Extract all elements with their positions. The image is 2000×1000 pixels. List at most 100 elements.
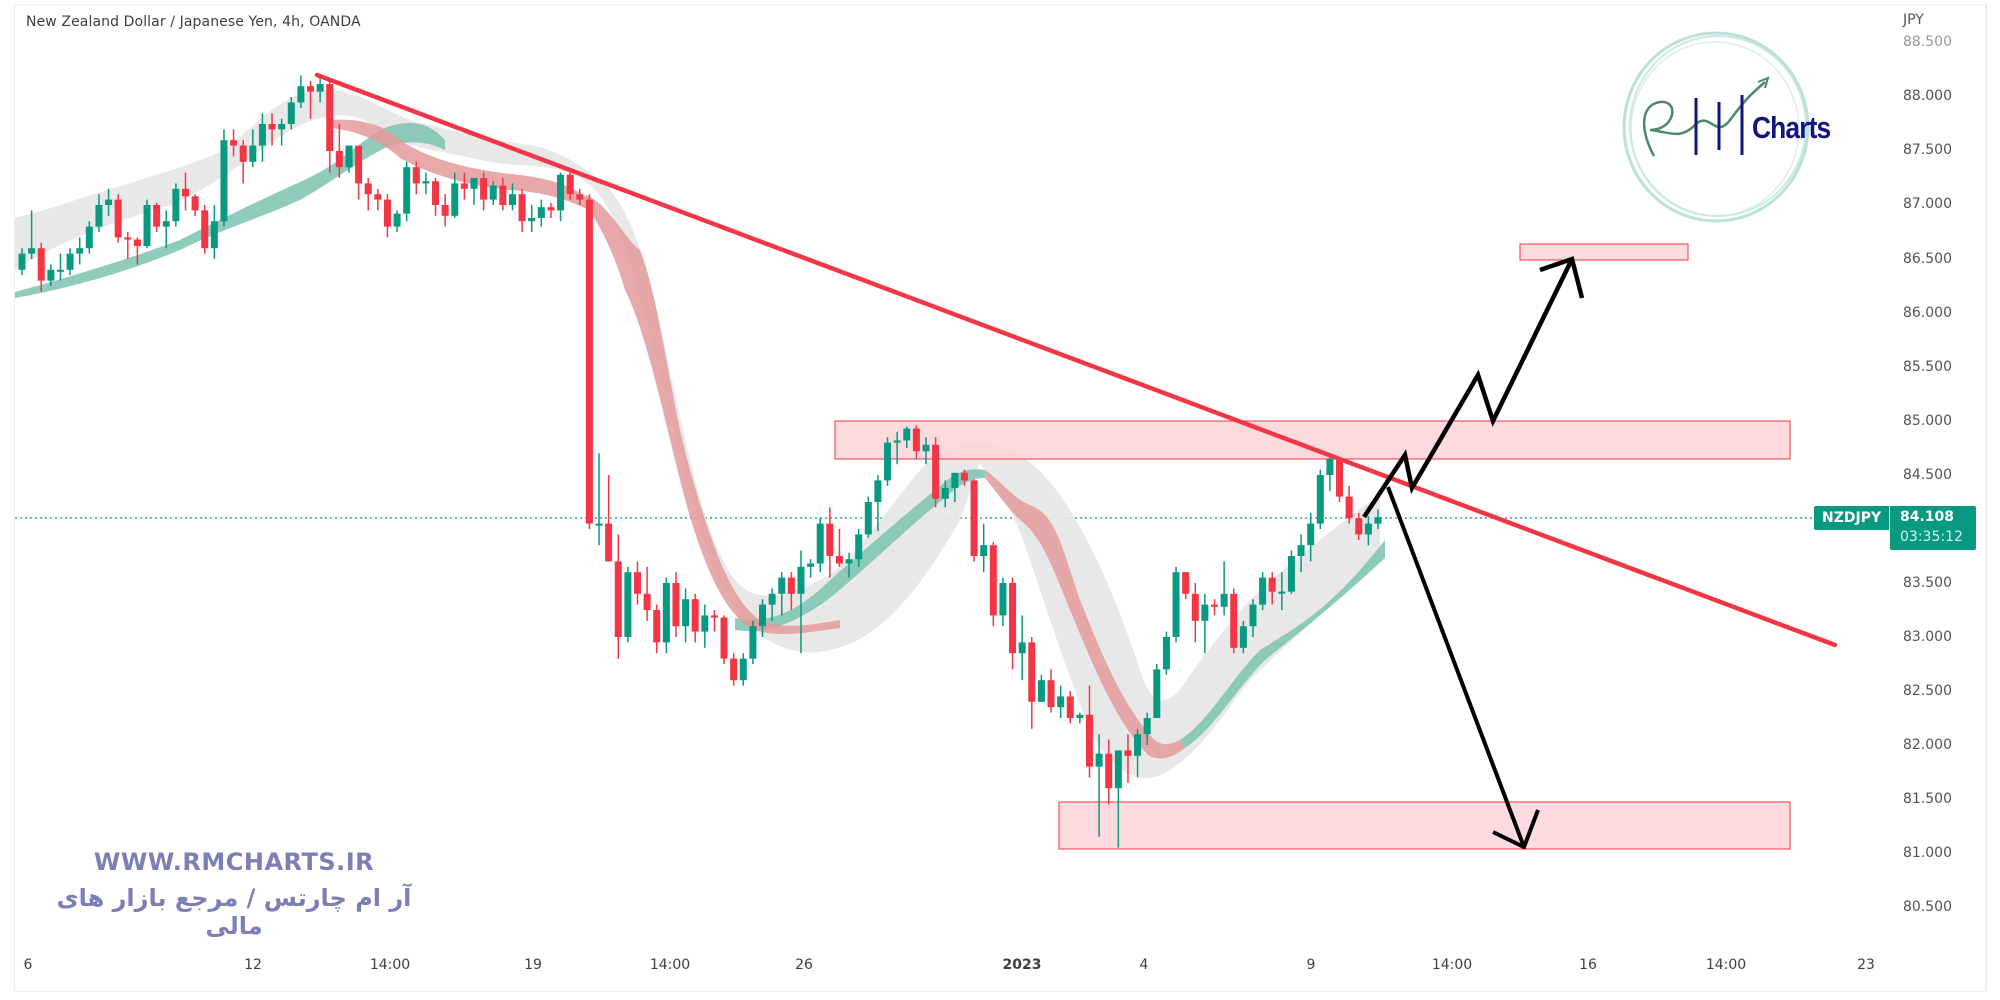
candle bbox=[1239, 626, 1247, 648]
price-tick: 88.500 bbox=[1903, 34, 1952, 50]
candle bbox=[307, 86, 315, 92]
candle bbox=[970, 480, 978, 556]
price-tick: 83.500 bbox=[1903, 575, 1952, 591]
support-zone[interactable] bbox=[1058, 801, 1791, 850]
candle bbox=[633, 572, 641, 594]
candle bbox=[239, 145, 247, 162]
candle bbox=[1211, 604, 1219, 607]
price-tick: 86.500 bbox=[1903, 251, 1952, 267]
candle bbox=[162, 221, 170, 227]
candle bbox=[941, 487, 949, 499]
time-tick: 14:00 bbox=[649, 957, 691, 973]
time-tick: 23 bbox=[1857, 957, 1875, 973]
price-axis[interactable]: JPY 88.500 88.000 87.500 87.000 86.500 8… bbox=[1885, 0, 1985, 940]
logo-text: Charts bbox=[1752, 110, 1831, 145]
bullish-path-arrow[interactable] bbox=[1362, 256, 1585, 519]
candle bbox=[47, 269, 55, 281]
candle bbox=[355, 145, 363, 184]
candle bbox=[884, 442, 892, 481]
candle bbox=[768, 593, 776, 605]
candle bbox=[441, 205, 449, 216]
candle bbox=[1230, 593, 1238, 648]
candle bbox=[1336, 458, 1344, 497]
candle bbox=[1143, 718, 1151, 735]
candle bbox=[932, 444, 940, 499]
candle bbox=[980, 545, 988, 556]
candle bbox=[701, 615, 709, 632]
candle bbox=[451, 183, 459, 216]
candle bbox=[672, 583, 680, 627]
candle bbox=[835, 556, 843, 564]
candle bbox=[133, 239, 141, 247]
time-tick: 14:00 bbox=[1431, 957, 1473, 973]
candle bbox=[105, 199, 113, 205]
candle bbox=[614, 561, 622, 637]
candle bbox=[778, 577, 786, 594]
candle bbox=[1134, 734, 1142, 756]
candle bbox=[557, 174, 565, 211]
candle bbox=[1037, 680, 1045, 702]
candle bbox=[1124, 750, 1132, 756]
candle bbox=[826, 523, 834, 556]
candle bbox=[662, 583, 670, 643]
time-tick: 4 bbox=[1139, 957, 1149, 973]
price-tick: 81.500 bbox=[1903, 791, 1952, 807]
bar-countdown: 03:35:12 bbox=[1900, 529, 1963, 545]
candle bbox=[1268, 577, 1276, 592]
candle bbox=[364, 183, 372, 195]
candle bbox=[1162, 637, 1170, 670]
price-tick: 88.000 bbox=[1903, 88, 1952, 104]
candle bbox=[508, 194, 516, 205]
candle bbox=[210, 221, 218, 249]
candle bbox=[191, 196, 199, 211]
time-tick: 14:00 bbox=[369, 957, 411, 973]
candle bbox=[258, 124, 266, 146]
candle bbox=[816, 523, 824, 564]
time-tick: 12 bbox=[244, 957, 262, 973]
price-tick: 81.000 bbox=[1903, 845, 1952, 861]
candle bbox=[1009, 583, 1017, 654]
resistance-zone[interactable] bbox=[834, 420, 1791, 460]
candle bbox=[18, 253, 26, 270]
candle bbox=[287, 102, 295, 124]
ribbon-bearish bbox=[330, 119, 1185, 759]
candle bbox=[1374, 517, 1382, 524]
candle bbox=[403, 167, 411, 214]
candle bbox=[374, 194, 382, 200]
candle bbox=[585, 199, 593, 524]
time-tick: 6 bbox=[23, 957, 33, 973]
bearish-path-arrow[interactable] bbox=[1386, 486, 1540, 850]
candle bbox=[797, 566, 805, 594]
price-tick: 86.000 bbox=[1903, 305, 1952, 321]
candle bbox=[518, 194, 526, 222]
price-tick: 84.500 bbox=[1903, 467, 1952, 483]
time-tick: 16 bbox=[1579, 957, 1597, 973]
candle bbox=[893, 440, 901, 443]
candle bbox=[489, 185, 497, 200]
candle bbox=[951, 472, 959, 488]
candle bbox=[1057, 696, 1065, 708]
candle bbox=[172, 188, 180, 222]
candle bbox=[95, 205, 103, 227]
candle bbox=[624, 572, 632, 637]
upper-target-zone[interactable] bbox=[1519, 243, 1689, 261]
time-tick: 14:00 bbox=[1705, 957, 1747, 973]
time-tick: 9 bbox=[1306, 957, 1316, 973]
descending-trendline[interactable] bbox=[314, 72, 1838, 648]
candle bbox=[903, 428, 911, 441]
candle bbox=[326, 84, 334, 151]
time-tick: 26 bbox=[795, 957, 813, 973]
candle bbox=[528, 217, 536, 222]
candle bbox=[114, 199, 122, 238]
candle bbox=[66, 253, 74, 270]
candle bbox=[37, 248, 45, 281]
candle bbox=[1364, 523, 1372, 535]
candle bbox=[739, 658, 747, 681]
price-tick: 83.000 bbox=[1903, 629, 1952, 645]
candle bbox=[749, 626, 757, 659]
candle bbox=[576, 194, 584, 200]
candle bbox=[1287, 556, 1295, 592]
candle bbox=[1153, 669, 1161, 718]
price-tick: 82.000 bbox=[1903, 737, 1952, 753]
